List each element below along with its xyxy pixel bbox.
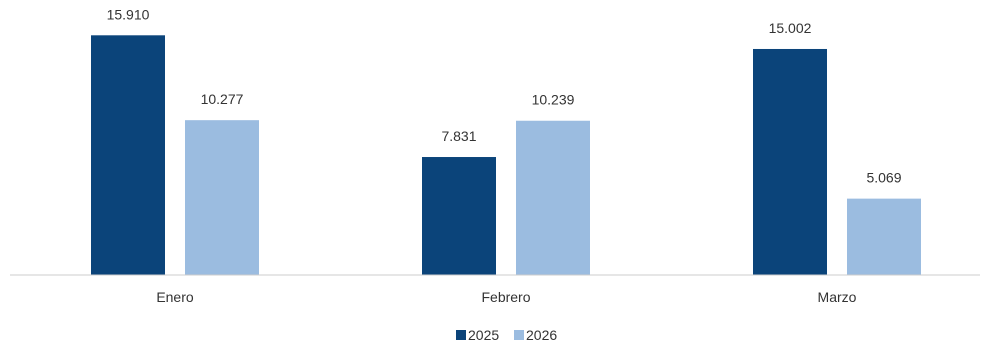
data-label-2026-marzo: 5.069	[866, 170, 901, 186]
bar-2026-marzo	[847, 198, 921, 275]
legend: 2025 2026	[456, 327, 557, 343]
category-label-febrero: Febrero	[481, 289, 530, 305]
data-labels-layer: 15.910 10.277 7.831 10.239 15.002 5.069	[107, 6, 902, 185]
legend-label-2026: 2026	[526, 327, 557, 343]
data-label-2025-febrero: 7.831	[441, 128, 476, 144]
category-label-marzo: Marzo	[818, 289, 857, 305]
bar-2025-enero	[91, 35, 165, 276]
data-label-2025-enero: 15.910	[107, 6, 150, 22]
data-label-2025-marzo: 15.002	[769, 20, 812, 36]
bar-2025-marzo	[753, 48, 827, 275]
bar-2026-enero	[185, 120, 259, 276]
data-label-2026-enero: 10.277	[201, 91, 244, 107]
legend-label-2025: 2025	[468, 327, 499, 343]
legend-swatch-2025	[456, 330, 466, 340]
data-label-2026-febrero: 10.239	[532, 92, 575, 108]
bar-2026-febrero	[516, 120, 590, 275]
bar-2025-febrero	[422, 157, 496, 275]
category-label-enero: Enero	[156, 289, 194, 305]
legend-swatch-2026	[514, 330, 524, 340]
category-labels-layer: Enero Febrero Marzo	[156, 289, 856, 305]
bars-layer	[91, 35, 921, 276]
